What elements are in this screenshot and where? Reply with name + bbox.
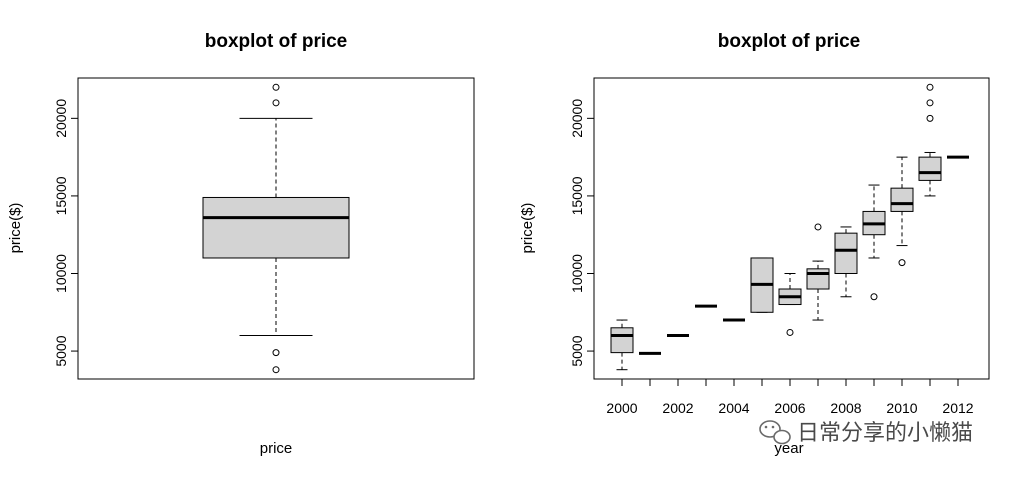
watermark: 日常分享的小懒猫	[759, 420, 973, 446]
x-tick-label: 2008	[830, 400, 861, 416]
wechat-icon	[759, 420, 791, 445]
boxes-by-year	[610, 83, 969, 371]
y-tick-label: 10000	[53, 254, 69, 293]
outlier-point	[272, 83, 280, 91]
x-tick-label: 2002	[662, 400, 693, 416]
y-tick-label: 15000	[53, 176, 69, 215]
outlier-point	[926, 83, 934, 91]
outlier-point	[272, 349, 280, 357]
y-axis-label-by-year: price($)	[519, 203, 536, 254]
box-iqr	[202, 196, 350, 259]
outlier-point	[926, 99, 934, 107]
y-tick-label: 20000	[569, 99, 585, 138]
y-tick-label: 10000	[569, 254, 585, 293]
box-iqr	[610, 327, 634, 354]
x-tick-label: 2012	[942, 400, 973, 416]
outlier-point	[272, 99, 280, 107]
x-axis-label-overall: price	[260, 440, 293, 457]
watermark-text: 日常分享的小懒猫	[797, 421, 973, 446]
boxes-overall	[202, 83, 350, 374]
x-tick-label: 2004	[718, 400, 749, 416]
outlier-point	[898, 259, 906, 267]
chart-title-by-year: boxplot of price	[718, 31, 861, 52]
outlier-point	[870, 293, 878, 301]
outlier-point	[814, 223, 822, 231]
outlier-point	[926, 114, 934, 122]
panel-overall: boxplot of price price price($) 5000 1000…	[7, 31, 475, 457]
panel-by-year: boxplot of price year price($) 500010000…	[519, 31, 990, 457]
x-tick-label: 2010	[886, 400, 917, 416]
x-tick-label: 2000	[606, 400, 637, 416]
y-tick-label: 15000	[569, 176, 585, 215]
box-iqr	[834, 232, 858, 274]
x-axis-by-year: 2000 2002 2004 2006 2008 2010 2012	[606, 378, 974, 416]
outlier-point	[786, 328, 794, 336]
chart-title-overall: boxplot of price	[205, 31, 348, 52]
y-axis-label-overall: price($)	[7, 203, 24, 254]
y-tick-label: 5000	[569, 335, 585, 366]
y-axis-by-year: 5000 10000 15000 20000	[569, 99, 595, 367]
y-tick-label: 5000	[53, 335, 69, 366]
box-iqr	[806, 268, 830, 290]
box-iqr	[918, 156, 942, 181]
box-iqr	[890, 187, 914, 212]
x-tick-label: 2006	[774, 400, 805, 416]
outlier-point	[272, 366, 280, 374]
y-axis-overall: 5000 10000 15000 20000	[53, 99, 79, 367]
plot-frame-by-year	[593, 77, 990, 380]
y-tick-label: 20000	[53, 99, 69, 138]
